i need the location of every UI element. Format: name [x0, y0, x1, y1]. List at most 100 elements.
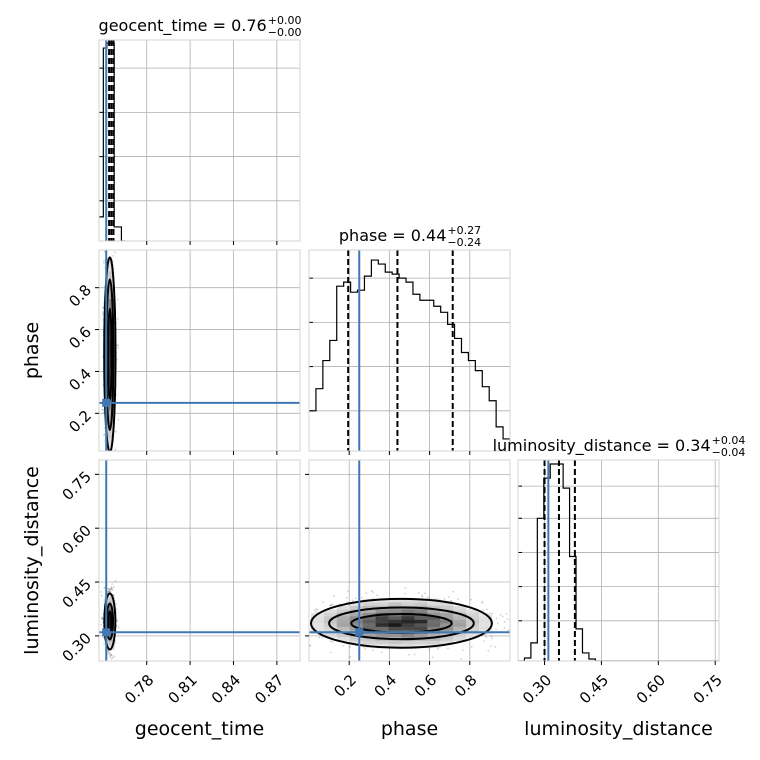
scatter-point — [443, 598, 446, 600]
x-tick-label: 0.4 — [371, 671, 401, 701]
scatter-point — [318, 636, 321, 639]
scatter-point — [364, 648, 367, 650]
density-cell — [401, 619, 415, 624]
density-cell — [401, 633, 415, 638]
density-cell — [109, 368, 111, 383]
scatter-point — [109, 588, 112, 590]
scatter-point — [103, 434, 105, 437]
scatter-point — [404, 587, 407, 589]
scatter-point — [331, 640, 334, 643]
density-cell — [109, 285, 111, 300]
scatter-point — [112, 254, 115, 257]
density-cell — [111, 271, 113, 286]
scatter-point — [481, 600, 484, 603]
y-tick-label: 0.45 — [59, 575, 95, 611]
scatter-point — [113, 655, 115, 658]
density-cell — [109, 438, 111, 451]
scatter-point — [413, 653, 416, 656]
density-cell — [108, 299, 110, 314]
density-cell — [401, 626, 415, 631]
scatter-point — [113, 645, 116, 648]
scatter-point — [116, 619, 119, 622]
title-sup: +0.00 — [268, 14, 302, 27]
scatter-point — [111, 464, 113, 466]
scatter-point — [349, 646, 351, 648]
scatter-point — [483, 640, 486, 642]
scatter-point — [114, 448, 117, 451]
scatter-point — [309, 645, 312, 647]
density-cell — [323, 626, 338, 631]
scatter-point — [490, 645, 492, 648]
scatter-point — [117, 346, 120, 349]
density-cell — [110, 424, 112, 439]
scatter-point — [107, 456, 109, 458]
density-cell — [109, 257, 111, 272]
density-cell — [336, 626, 351, 631]
scatter-point — [495, 617, 498, 620]
scatter-point — [286, 618, 288, 620]
scatter-point — [112, 648, 115, 651]
density-cell — [311, 626, 325, 631]
density-cell — [108, 641, 110, 646]
scatter-point — [109, 654, 112, 657]
scatter-point — [506, 618, 509, 621]
density-cell — [107, 597, 109, 602]
x-axis-label-geocent-time: geocent_time — [135, 718, 264, 740]
scatter-point — [426, 596, 429, 598]
panel-luminosity-distance-hist: 0.30 0.45 0.60 0.75 — [517, 459, 726, 707]
scatter-point — [351, 599, 354, 602]
scatter-point — [117, 344, 119, 347]
scatter-point — [115, 394, 118, 396]
scatter-point — [103, 587, 106, 590]
scatter-point — [487, 649, 490, 652]
scatter-point — [315, 608, 318, 611]
density-cell — [466, 616, 480, 621]
density-cell — [427, 616, 441, 621]
scatter-point — [342, 644, 345, 647]
density-cell — [453, 626, 467, 631]
scatter-point — [109, 477, 111, 479]
scatter-point — [105, 247, 107, 249]
scatter-point — [295, 618, 297, 620]
scatter-point — [111, 588, 114, 591]
scatter-point — [109, 655, 112, 658]
scatter-point — [329, 651, 332, 654]
scatter-point — [499, 613, 502, 616]
x-axis-label-luminosity-distance: luminosity_distance — [524, 718, 713, 740]
density-cell — [110, 597, 112, 602]
density-cell — [401, 640, 415, 645]
scatter-point — [108, 589, 111, 592]
density-cell — [427, 609, 441, 614]
density-cell — [109, 340, 111, 355]
scatter-point — [113, 467, 115, 469]
scatter-point — [417, 591, 420, 594]
density-cell — [440, 626, 454, 631]
scatter-point — [329, 640, 332, 643]
scatter-point — [115, 620, 118, 623]
density-cell — [453, 616, 467, 621]
scatter-point — [321, 636, 324, 639]
scatter-point — [345, 597, 348, 599]
density-cell — [106, 637, 108, 642]
density-cell — [478, 616, 493, 621]
density-cell — [466, 633, 480, 638]
density-cell — [110, 641, 112, 646]
scatter-point — [103, 427, 106, 430]
scatter-point — [116, 318, 119, 320]
density-cell — [109, 605, 111, 610]
density-cell — [440, 640, 454, 645]
density-cell — [349, 605, 363, 610]
scatter-point — [116, 298, 119, 301]
density-cell — [453, 623, 467, 628]
scatter-point — [107, 590, 110, 593]
density-cell — [113, 354, 115, 369]
scatter-point — [313, 609, 316, 612]
density-cell — [111, 641, 113, 646]
density-cell — [401, 602, 415, 607]
density-cell — [109, 354, 111, 369]
density-cell — [362, 609, 376, 614]
density-cell — [336, 605, 351, 610]
scatter-point — [354, 597, 357, 600]
scatter-point — [114, 251, 116, 254]
